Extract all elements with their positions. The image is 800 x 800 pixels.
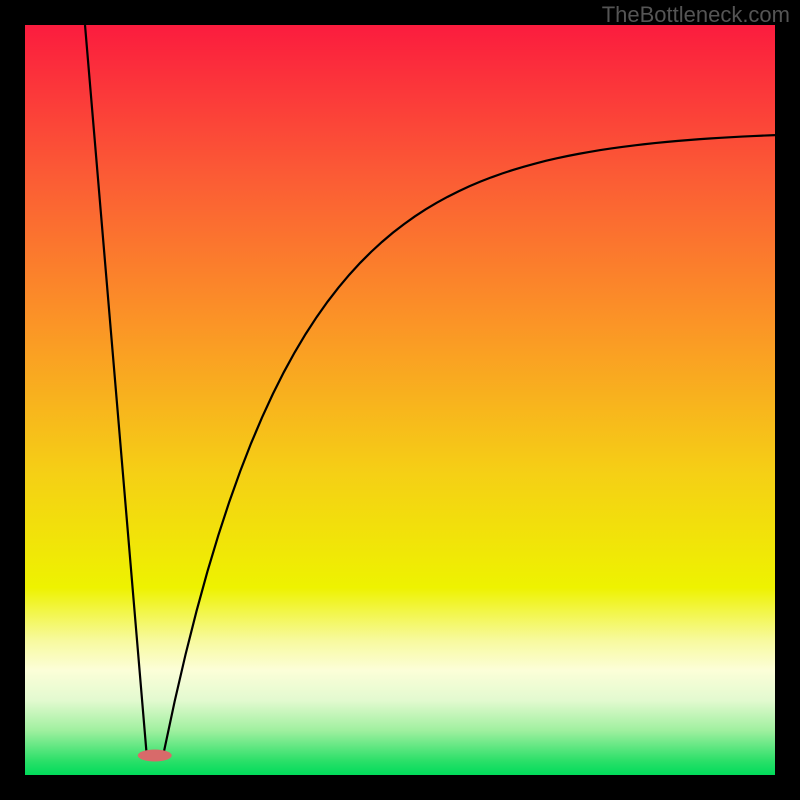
plot-background: [25, 25, 775, 775]
chart-container: TheBottleneck.com: [0, 0, 800, 800]
bottleneck-chart-svg: [0, 0, 800, 800]
optimal-point-marker: [138, 750, 172, 762]
watermark-text: TheBottleneck.com: [602, 2, 790, 28]
